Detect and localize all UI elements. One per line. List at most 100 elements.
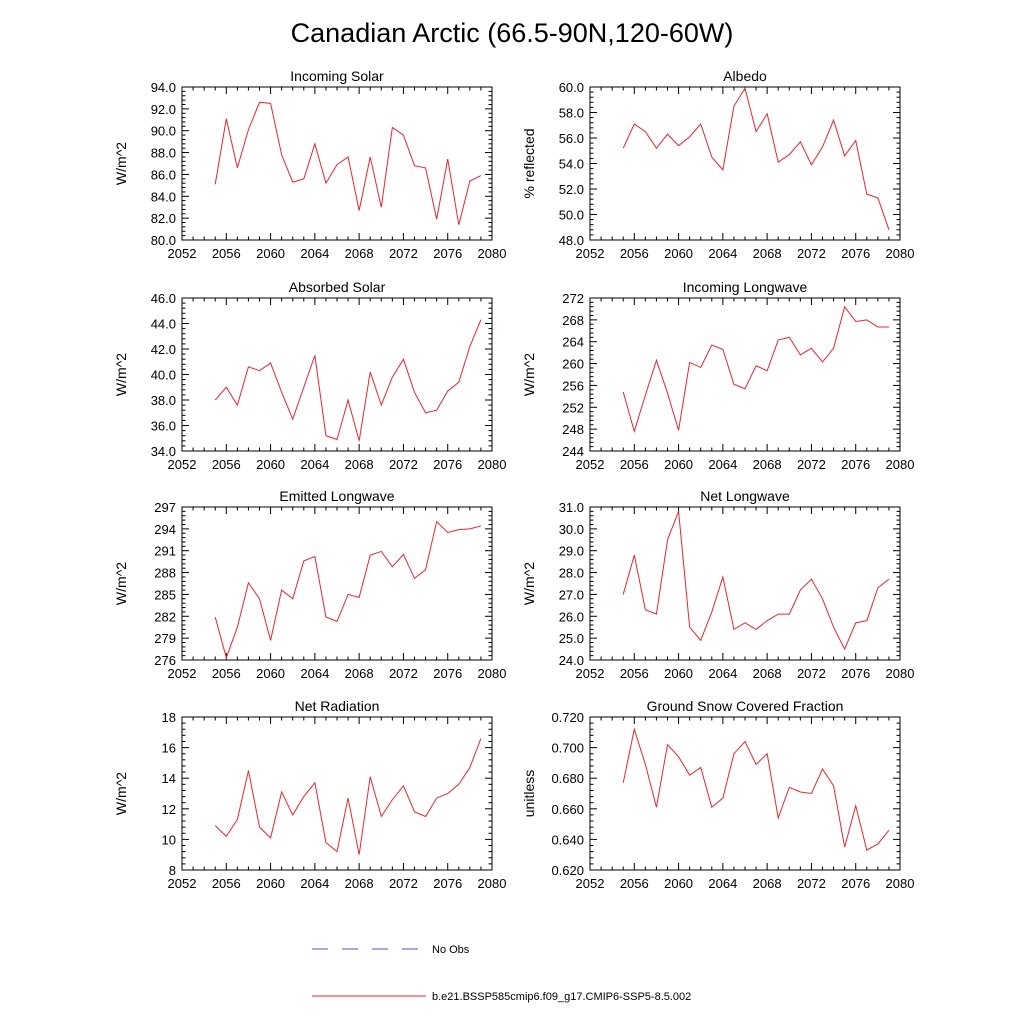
x-tick-label: 2056	[212, 457, 241, 472]
y-tick-label: 288	[154, 566, 176, 581]
y-tick-label: 8	[169, 863, 176, 878]
x-tick-label: 2056	[620, 457, 649, 472]
y-tick-label: 276	[154, 653, 176, 668]
x-tick-label: 2064	[300, 457, 329, 472]
x-tick-label: 2080	[478, 666, 507, 681]
x-tick-label: 2080	[478, 246, 507, 261]
panel-title: Net Radiation	[295, 698, 380, 714]
x-tick-label: 2060	[256, 876, 285, 891]
y-tick-label: 279	[154, 631, 176, 646]
series-line-0	[622, 511, 890, 651]
x-tick-label: 2064	[708, 457, 737, 472]
y-tick-label: 0.700	[551, 741, 584, 756]
y-tick-label: 48.0	[559, 233, 584, 248]
y-tick-label: 82.0	[151, 211, 176, 226]
x-tick-label: 2080	[886, 246, 915, 261]
x-tick-label: 2064	[300, 246, 329, 261]
panel-4: Emitted Longwave W/m^2 2052 2056 2060 2064 206…	[113, 488, 506, 681]
x-tick-label: 2052	[168, 457, 197, 472]
series-line-0	[214, 520, 482, 660]
y-axis-label: W/m^2	[113, 353, 129, 396]
y-tick-label: 90.0	[151, 124, 176, 139]
y-tick-label: 248	[562, 422, 584, 437]
y-tick-label: 285	[154, 587, 176, 602]
y-tick-label: 0.660	[551, 802, 584, 817]
y-tick-label: 260	[562, 357, 584, 372]
x-tick-label: 2056	[212, 246, 241, 261]
y-tick-label: 272	[562, 291, 584, 306]
series-line-0	[622, 727, 890, 851]
y-axis-label: W/m^2	[521, 562, 537, 605]
x-tick-label: 2060	[256, 246, 285, 261]
legend: No Obs b.e21.BSSP585cmip6.f09_g17.CMIP6-…	[312, 944, 691, 1003]
figure-title: Canadian Arctic (66.5-90N,120-60W)	[291, 18, 734, 48]
x-tick-label: 2072	[389, 457, 418, 472]
x-tick-label: 2060	[664, 666, 693, 681]
panel-title: Emitted Longwave	[279, 488, 394, 504]
x-tick-label: 2064	[708, 876, 737, 891]
panel-3: Incoming Longwave W/m^2 2052 2056 2060 2064 20…	[521, 279, 914, 472]
y-axis-label: W/m^2	[521, 353, 537, 396]
x-tick-label: 2072	[797, 876, 826, 891]
x-tick-label: 2080	[886, 457, 915, 472]
x-tick-label: 2052	[576, 666, 605, 681]
y-tick-label: 28.0	[559, 566, 584, 581]
y-tick-label: 264	[562, 335, 584, 350]
plot-frame	[589, 716, 901, 871]
y-tick-label: 30.0	[559, 522, 584, 537]
y-tick-label: 56.0	[559, 131, 584, 146]
y-tick-label: 52.0	[559, 182, 584, 197]
x-tick-label: 2060	[664, 876, 693, 891]
legend-label-model: b.e21.BSSP585cmip6.f09_g17.CMIP6-SSP5-8.…	[432, 991, 691, 1003]
x-tick-label: 2076	[433, 246, 462, 261]
y-tick-label: 80.0	[151, 233, 176, 248]
y-tick-label: 50.0	[559, 208, 584, 223]
x-tick-label: 2076	[433, 876, 462, 891]
x-tick-label: 2072	[797, 246, 826, 261]
panel-7: Ground Snow Covered Fraction unitless 2052…	[521, 698, 914, 891]
y-tick-label: 16	[162, 741, 176, 756]
x-tick-label: 2068	[345, 457, 374, 472]
y-tick-label: 29.0	[559, 544, 584, 559]
y-tick-label: 44.0	[151, 317, 176, 332]
panel-title: Albedo	[723, 68, 767, 84]
x-tick-label: 2052	[168, 666, 197, 681]
x-tick-label: 2064	[300, 876, 329, 891]
x-tick-label: 2072	[797, 666, 826, 681]
y-tick-label: 86.0	[151, 167, 176, 182]
x-tick-label: 2068	[345, 666, 374, 681]
y-tick-label: 54.0	[559, 157, 584, 172]
y-tick-label: 27.0	[559, 587, 584, 602]
y-tick-label: 94.0	[151, 80, 176, 95]
plot-frame	[181, 716, 493, 871]
y-tick-label: 34.0	[151, 444, 176, 459]
x-tick-label: 2076	[433, 457, 462, 472]
x-tick-label: 2080	[886, 666, 915, 681]
panels: Incoming Solar W/m^2 2052 2056 2060 2064 2068 2…	[113, 68, 914, 891]
x-tick-label: 2080	[886, 876, 915, 891]
x-tick-label: 2060	[256, 457, 285, 472]
x-tick-label: 2052	[576, 246, 605, 261]
panel-title: Net Longwave	[700, 488, 790, 504]
y-axis-label: W/m^2	[113, 562, 129, 605]
y-tick-label: 0.620	[551, 863, 584, 878]
x-tick-label: 2080	[478, 457, 507, 472]
y-tick-label: 40.0	[151, 368, 176, 383]
x-tick-label: 2060	[256, 666, 285, 681]
x-tick-label: 2076	[433, 666, 462, 681]
x-tick-label: 2056	[620, 666, 649, 681]
series-line-0	[622, 87, 890, 230]
x-tick-label: 2060	[664, 457, 693, 472]
y-tick-label: 14	[162, 771, 176, 786]
y-tick-label: 42.0	[151, 342, 176, 357]
y-tick-label: 252	[562, 400, 584, 415]
x-tick-label: 2076	[841, 876, 870, 891]
y-axis-label: W/m^2	[113, 142, 129, 185]
x-tick-label: 2064	[708, 666, 737, 681]
x-tick-label: 2052	[576, 876, 605, 891]
y-axis-label: % reflected	[521, 128, 537, 198]
legend-label-obs: No Obs	[432, 944, 470, 956]
series-line-0	[214, 319, 482, 441]
x-tick-label: 2052	[168, 876, 197, 891]
